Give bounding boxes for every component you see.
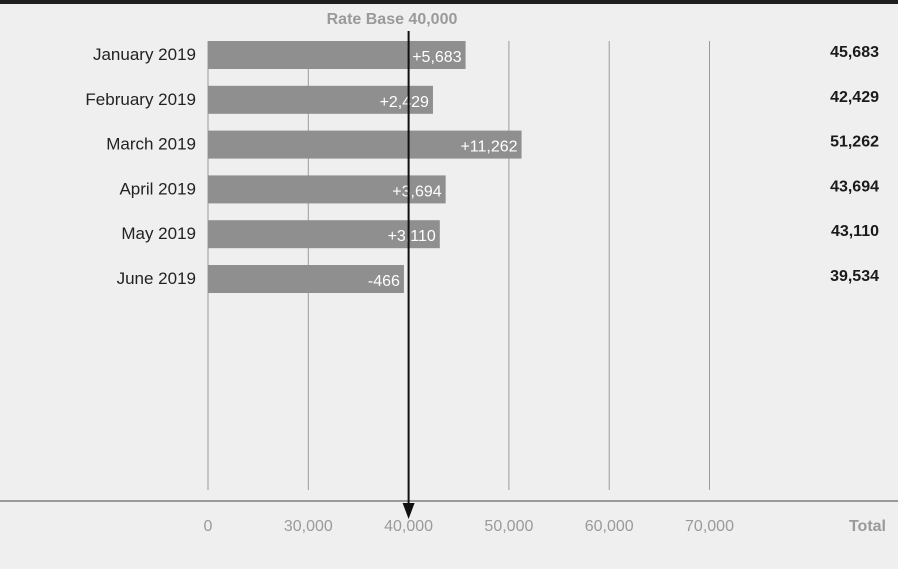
total-value-3: 51,262 xyxy=(830,134,879,151)
delta-label-4: +3,694 xyxy=(392,183,441,200)
top-rule xyxy=(0,0,898,4)
total-value-1: 45,683 xyxy=(830,44,879,61)
category-label-3: March 2019 xyxy=(106,135,196,154)
total-value-5: 43,110 xyxy=(831,223,879,240)
gridlines xyxy=(207,41,710,490)
category-label-6: June 2019 xyxy=(117,269,196,288)
bar-6 xyxy=(208,265,404,293)
x-tick-label-2: 40,000 xyxy=(384,518,433,535)
category-label-4: April 2019 xyxy=(119,179,196,198)
total-value-2: 42,429 xyxy=(830,89,879,106)
delta-label-1: +5,683 xyxy=(412,49,461,66)
x-tick-label-5: 70,000 xyxy=(685,518,734,535)
delta-label-3: +11,262 xyxy=(460,139,517,156)
x-tick-label-1: 30,000 xyxy=(284,518,333,535)
delta-label-5: +3,110 xyxy=(388,228,436,245)
delta-label-2: +2,429 xyxy=(380,94,429,111)
labels-group: January 2019 +5,683 45,683 February 2019 +2,… xyxy=(85,44,879,290)
bar-3 xyxy=(208,130,522,159)
total-column-header: Total xyxy=(849,518,886,535)
bars-group xyxy=(208,41,522,293)
reference-line-group xyxy=(402,31,415,519)
x-tick-label-4: 60,000 xyxy=(585,518,634,535)
x-tick-labels: 0 30,000 40,000 50,000 60,000 70,000 xyxy=(204,518,735,535)
bar-5 xyxy=(208,220,440,249)
delta-label-6: -466 xyxy=(368,273,400,290)
reference-line-label: Rate Base 40,000 xyxy=(327,11,458,28)
category-label-2: February 2019 xyxy=(85,90,196,109)
bar-2 xyxy=(208,85,433,114)
category-label-5: May 2019 xyxy=(121,224,196,243)
total-value-6: 39,534 xyxy=(830,268,879,285)
x-tick-label-3: 50,000 xyxy=(484,518,533,535)
total-value-4: 43,694 xyxy=(830,178,879,195)
x-tick-label-0: 0 xyxy=(204,518,213,535)
reference-arrowhead xyxy=(402,503,415,519)
category-label-1: January 2019 xyxy=(93,45,196,64)
bar-4 xyxy=(208,175,446,204)
bar-1 xyxy=(208,41,466,69)
